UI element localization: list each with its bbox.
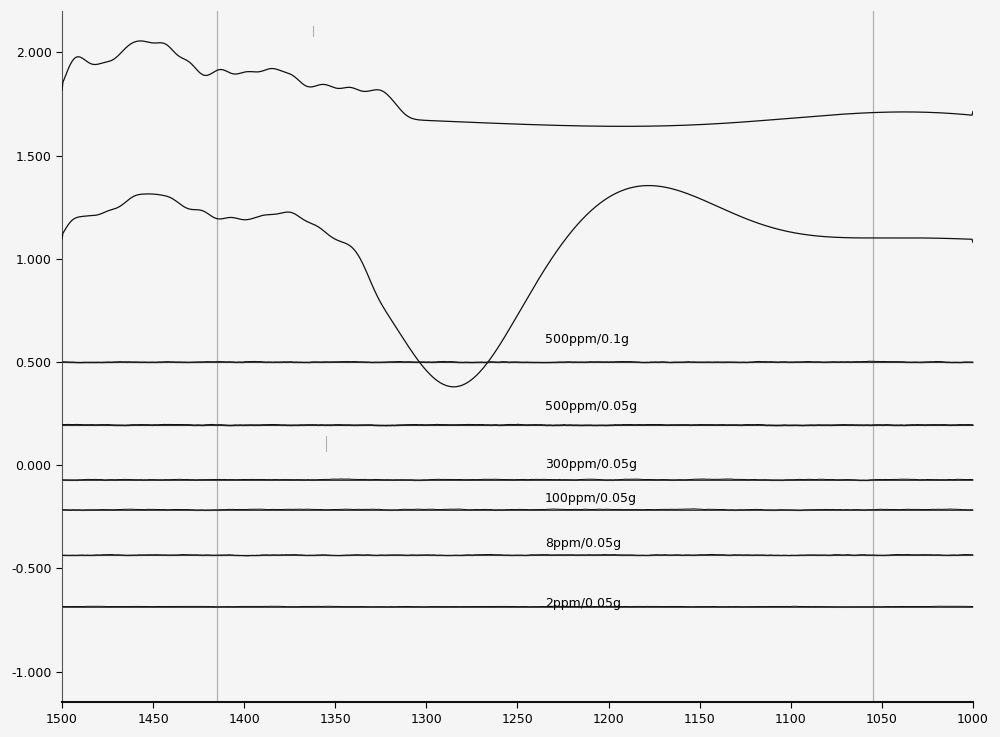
- Text: 300ppm/0.05g: 300ppm/0.05g: [545, 458, 637, 472]
- Text: 2ppm/0.05g: 2ppm/0.05g: [545, 597, 621, 609]
- Text: 500ppm/0.1g: 500ppm/0.1g: [545, 332, 629, 346]
- Text: 500ppm/0.05g: 500ppm/0.05g: [545, 400, 637, 413]
- Text: 8ppm/0.05g: 8ppm/0.05g: [545, 537, 621, 550]
- Text: 100ppm/0.05g: 100ppm/0.05g: [545, 492, 637, 505]
